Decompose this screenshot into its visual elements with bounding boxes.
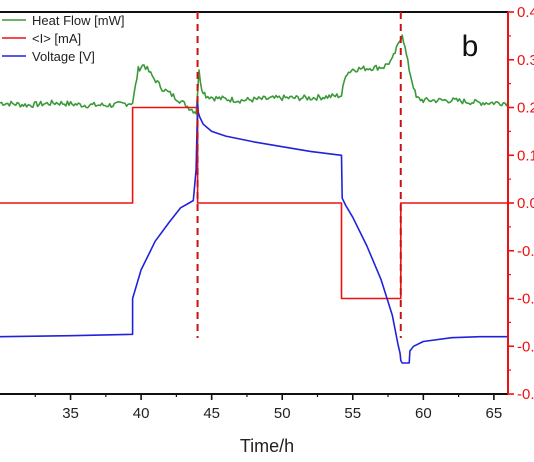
- right-tick-label: 0.1: [517, 147, 534, 164]
- series-layer: [0, 34, 509, 364]
- legend-label: Voltage [V]: [32, 49, 95, 64]
- vertical-markers: [196, 12, 402, 338]
- series-line-heat-flow-mw: [0, 34, 509, 115]
- x-tick-label: 55: [344, 405, 361, 422]
- right-tick-label: -0.4: [517, 386, 534, 403]
- right-tick-label: 0.0: [517, 195, 534, 212]
- x-tick-label: 40: [133, 405, 150, 422]
- right-tick-label: 0.3: [517, 52, 534, 69]
- legend: Heat Flow [mW] <I> [mA] Voltage [V]: [2, 13, 124, 64]
- legend-label: Heat Flow [mW]: [32, 13, 124, 28]
- x-tick-label: 50: [274, 405, 291, 422]
- x-tick-label: 65: [486, 405, 503, 422]
- series-line-i-ma: [0, 106, 508, 300]
- panel-label: b: [462, 30, 479, 63]
- x-tick-label: 35: [62, 405, 79, 422]
- x-tick-label: 45: [203, 405, 220, 422]
- right-tick-label: 0.4: [517, 4, 534, 21]
- series-line-voltage-v: [0, 101, 508, 364]
- right-tick-label: -0.3: [517, 338, 534, 355]
- right-tick-label: -0.2: [517, 291, 534, 308]
- right-tick-label: 0.2: [517, 100, 534, 117]
- x-tick-label: 60: [415, 405, 432, 422]
- axes-layer: 0.4 0.3 0.2 0.1 0.0 -0.1 -0.2 -0.3 -0.4 35 40 45 50 5…: [34, 4, 534, 422]
- x-axis-title: Time/h: [240, 436, 294, 456]
- right-tick-label: -0.1: [517, 243, 534, 260]
- legend-label: <I> [mA]: [32, 31, 81, 46]
